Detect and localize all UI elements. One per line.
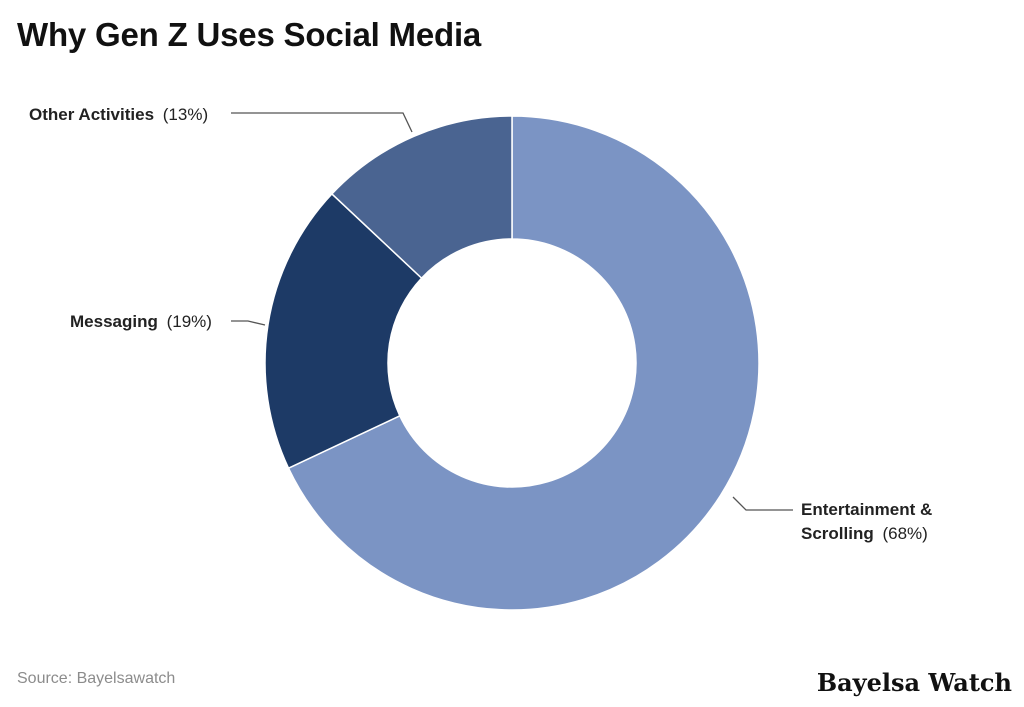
label-entertainment-line2: Scrolling (68%) bbox=[801, 524, 928, 543]
label-entertainment-pct: (68%) bbox=[882, 524, 927, 543]
label-messaging: Messaging (19%) bbox=[70, 312, 212, 331]
label-entertainment-name-2: Scrolling bbox=[801, 524, 874, 543]
label-other-activities-pct: (13%) bbox=[163, 105, 208, 124]
leaders-group bbox=[231, 112, 793, 511]
leader-line-entertainment bbox=[732, 496, 793, 511]
label-entertainment-name-1: Entertainment & bbox=[801, 500, 932, 519]
brand-logo: Bayelsa Watch bbox=[816, 668, 1012, 697]
label-other-activities: Other Activities (13%) bbox=[29, 105, 208, 124]
slices-group bbox=[264, 115, 760, 611]
leader-line-messaging bbox=[231, 320, 266, 326]
slice-entertainment-scrolling bbox=[287, 115, 760, 611]
label-messaging-pct: (19%) bbox=[167, 312, 212, 331]
label-other-activities-name: Other Activities bbox=[29, 105, 154, 124]
source-note: Source: Bayelsawatch bbox=[17, 670, 176, 687]
chart-title: Why Gen Z Uses Social Media bbox=[17, 16, 482, 53]
label-messaging-name: Messaging bbox=[70, 312, 158, 331]
slice-messaging bbox=[264, 192, 423, 470]
leader-line-other-activities bbox=[231, 112, 413, 133]
label-entertainment: Entertainment & bbox=[801, 500, 932, 519]
slice-other-activities bbox=[330, 115, 513, 280]
